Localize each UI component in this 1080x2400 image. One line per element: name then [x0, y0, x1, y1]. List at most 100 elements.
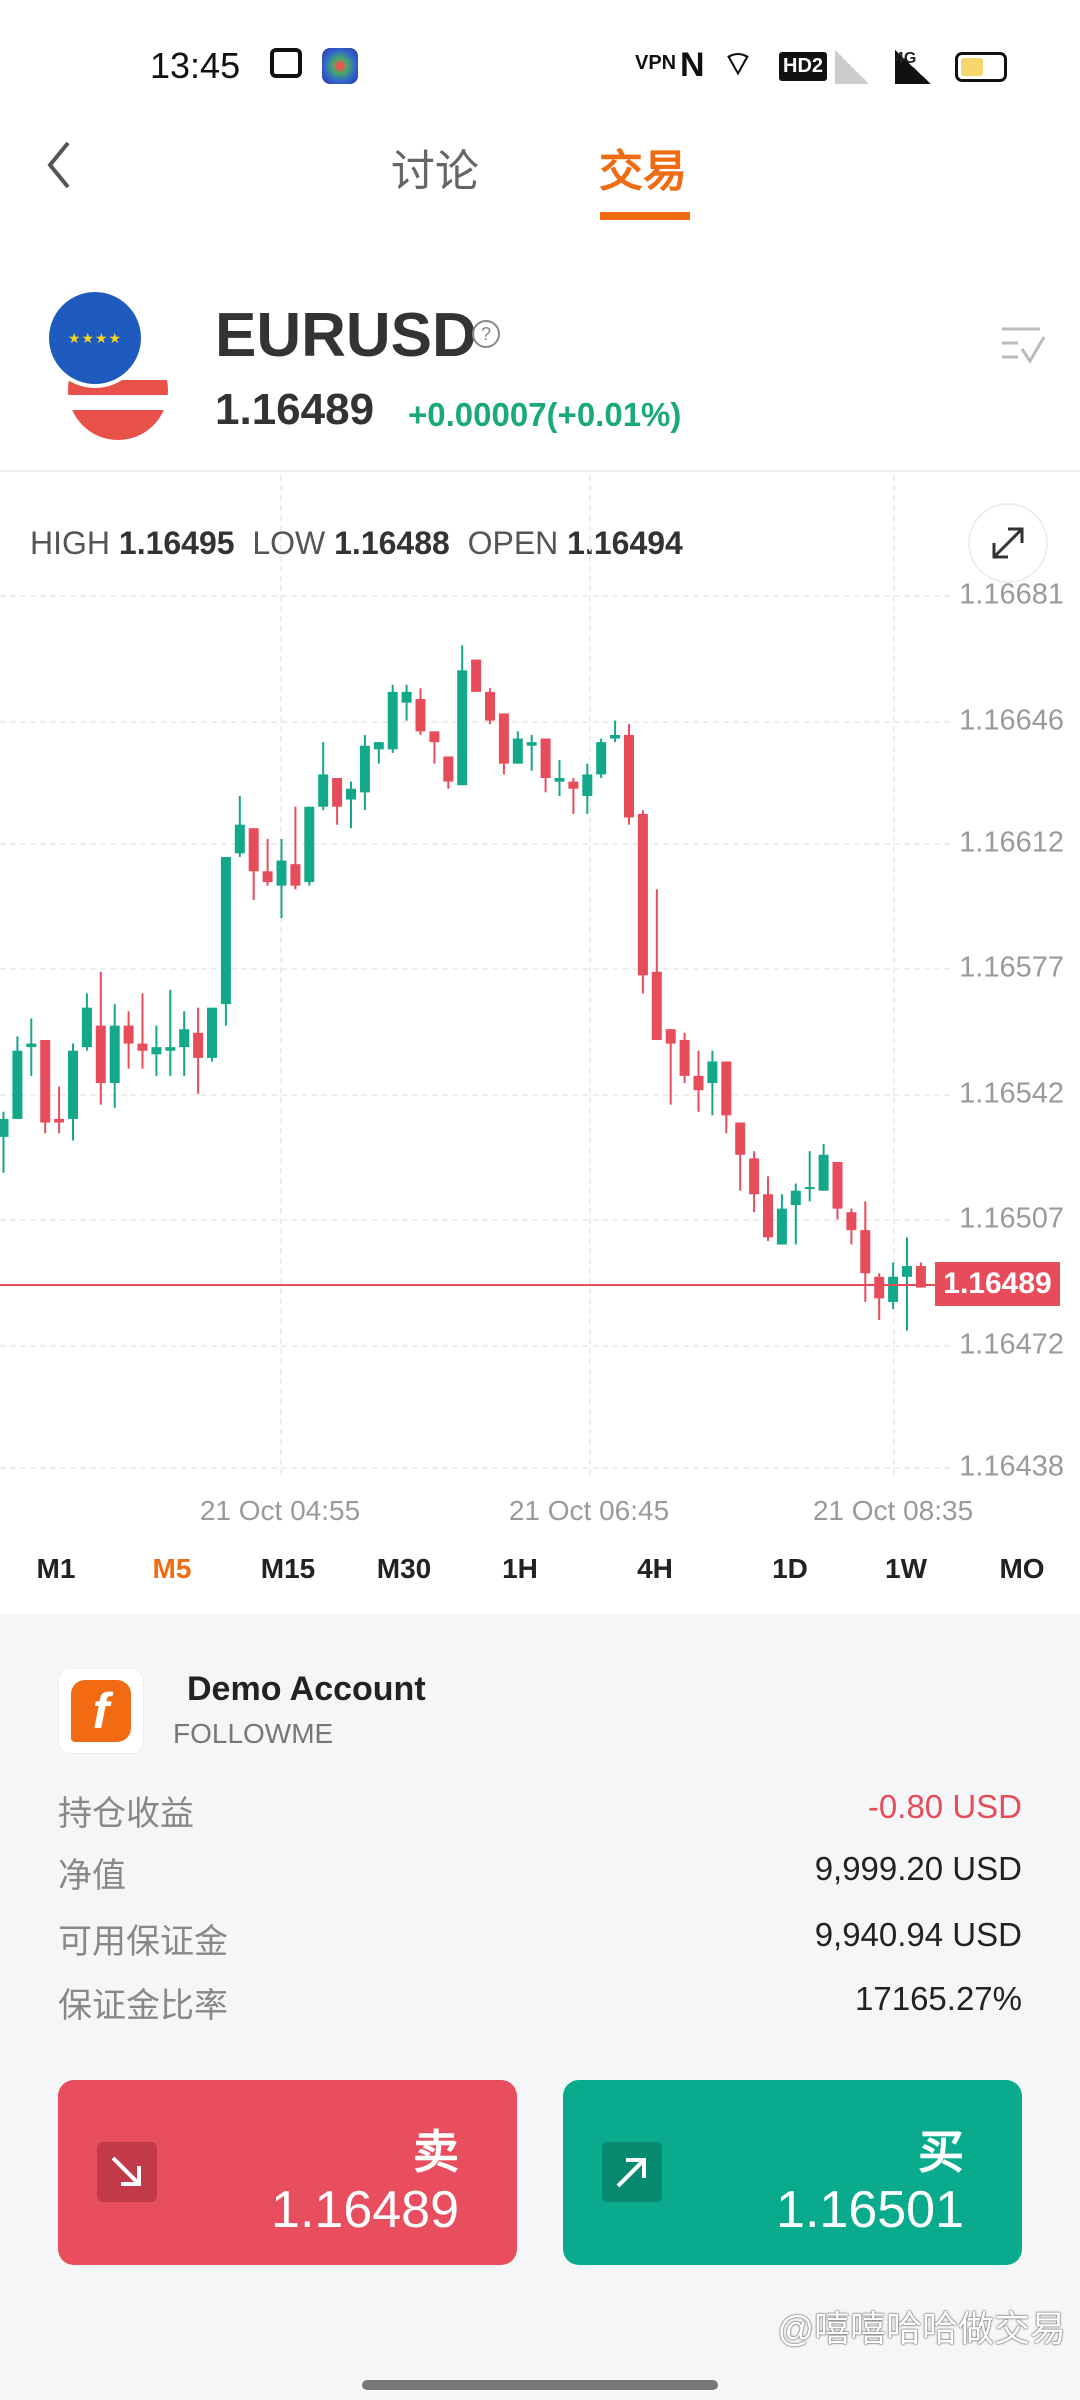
timeframe-4h[interactable]: 4H	[637, 1553, 673, 1584]
sell-button[interactable]: 卖 1.16489	[58, 2080, 517, 2265]
candle	[12, 1036, 23, 1119]
candle-body	[776, 1208, 787, 1245]
timeframe-m1[interactable]: M1	[36, 1553, 76, 1584]
candle	[707, 1050, 718, 1116]
list-check-icon	[1002, 327, 1046, 364]
y-tick-label: 1.16472	[959, 1328, 1064, 1361]
tv-app-icon	[270, 48, 302, 78]
colorful-app-icon	[322, 48, 358, 84]
candle	[290, 806, 301, 890]
broker-name: FOLLOWME	[173, 1718, 334, 1749]
timeframe-mo[interactable]: MO	[999, 1553, 1045, 1584]
candle-body	[165, 1047, 176, 1051]
tab-discussion[interactable]: 讨论	[391, 147, 479, 196]
back-button[interactable]	[40, 135, 80, 195]
timeframe-m5[interactable]: M5	[152, 1553, 192, 1584]
candle-body	[429, 731, 440, 743]
candle-body	[123, 1025, 134, 1044]
floating-pnl-label: 持仓收益	[58, 1795, 194, 1833]
wifi-icon: ⌔	[722, 45, 754, 83]
followme-logo-icon: f	[71, 1680, 131, 1742]
candle	[304, 806, 315, 886]
candle-body	[151, 1047, 162, 1055]
buy-price: 1.16501	[776, 2181, 964, 2239]
candle	[276, 839, 287, 918]
timeframe-1w[interactable]: 1W	[885, 1553, 927, 1584]
candle-body	[81, 1007, 92, 1048]
candle	[54, 1086, 65, 1134]
candle-body	[498, 713, 509, 764]
candle	[526, 734, 537, 771]
arrow-up-right-icon	[602, 2142, 662, 2202]
y-tick-label: 1.16542	[959, 1077, 1064, 1110]
grid-line	[280, 475, 282, 1475]
candle	[665, 1029, 676, 1105]
candle	[818, 1144, 829, 1191]
candle	[81, 993, 92, 1051]
candle-body	[373, 742, 384, 750]
order-list-button[interactable]	[1000, 325, 1046, 365]
candle-body	[902, 1266, 912, 1277]
candle-body	[40, 1039, 51, 1123]
candle	[540, 738, 551, 793]
hd2-icon: HD2	[779, 52, 828, 81]
candle	[512, 731, 523, 764]
x-tick-label: 21 Oct 04:55	[199, 1495, 361, 1526]
candle-body	[749, 1158, 760, 1195]
sell-price: 1.16489	[271, 2181, 459, 2239]
y-tick-label: 1.16646	[959, 704, 1064, 737]
candle-body	[346, 788, 356, 800]
candle-body	[415, 699, 426, 732]
vpn-icon: VPN	[635, 52, 677, 74]
current-price-line	[0, 1283, 935, 1286]
candle	[332, 778, 343, 825]
tab-trade[interactable]: 交易	[599, 147, 687, 196]
candle	[874, 1273, 885, 1320]
grid-line	[589, 475, 591, 1475]
candle	[429, 731, 440, 764]
fullscreen-button[interactable]	[968, 503, 1048, 583]
candle	[651, 889, 662, 1040]
y-tick-label: 1.16577	[959, 951, 1064, 984]
candle-body	[624, 734, 634, 818]
account-name: Demo Account	[187, 1670, 426, 1708]
candle	[610, 720, 621, 743]
candle-body	[804, 1187, 815, 1190]
candle-body	[290, 864, 301, 886]
grid-line	[0, 1344, 950, 1347]
x-tick-label: 21 Oct 08:35	[812, 1495, 974, 1526]
candle-body	[610, 734, 621, 739]
candle	[693, 1050, 704, 1112]
open-label: OPEN	[467, 525, 559, 561]
ohlc-readout: HIGH 1.16495 LOW 1.16488 OPEN 1.16494	[30, 525, 683, 562]
candle	[109, 1004, 120, 1109]
candle	[763, 1176, 773, 1241]
home-indicator[interactable]	[362, 2380, 718, 2390]
candle-body	[568, 781, 579, 789]
signal-4g-icon: 4G	[895, 50, 931, 84]
candle-body	[693, 1075, 704, 1091]
candle-body	[818, 1154, 829, 1191]
grid-line	[0, 595, 950, 597]
active-tab-indicator	[600, 212, 690, 220]
grid-line	[0, 1219, 950, 1222]
buy-button[interactable]: 买 1.16501	[563, 2080, 1022, 2265]
candle	[95, 971, 106, 1105]
timeframe-m15[interactable]: M15	[260, 1553, 316, 1584]
timeframe-1d[interactable]: 1D	[772, 1553, 808, 1584]
candle	[248, 828, 259, 901]
candle	[179, 1011, 190, 1076]
candle-body	[554, 778, 565, 782]
high-label: HIGH	[30, 525, 110, 561]
candle	[846, 1208, 857, 1245]
timeframe-1h[interactable]: 1H	[502, 1553, 538, 1584]
candle	[637, 810, 648, 994]
candle-body	[26, 1043, 37, 1048]
followme-logo: f	[58, 1668, 144, 1754]
timeframe-m30[interactable]: M30	[376, 1553, 432, 1584]
y-tick-label: 1.16507	[959, 1202, 1064, 1235]
high-value: 1.16495	[118, 525, 235, 561]
help-icon[interactable]: ?	[472, 320, 500, 348]
buy-label: 买	[918, 2126, 964, 2178]
margin-level-value: 17165.27%	[855, 1980, 1022, 2017]
